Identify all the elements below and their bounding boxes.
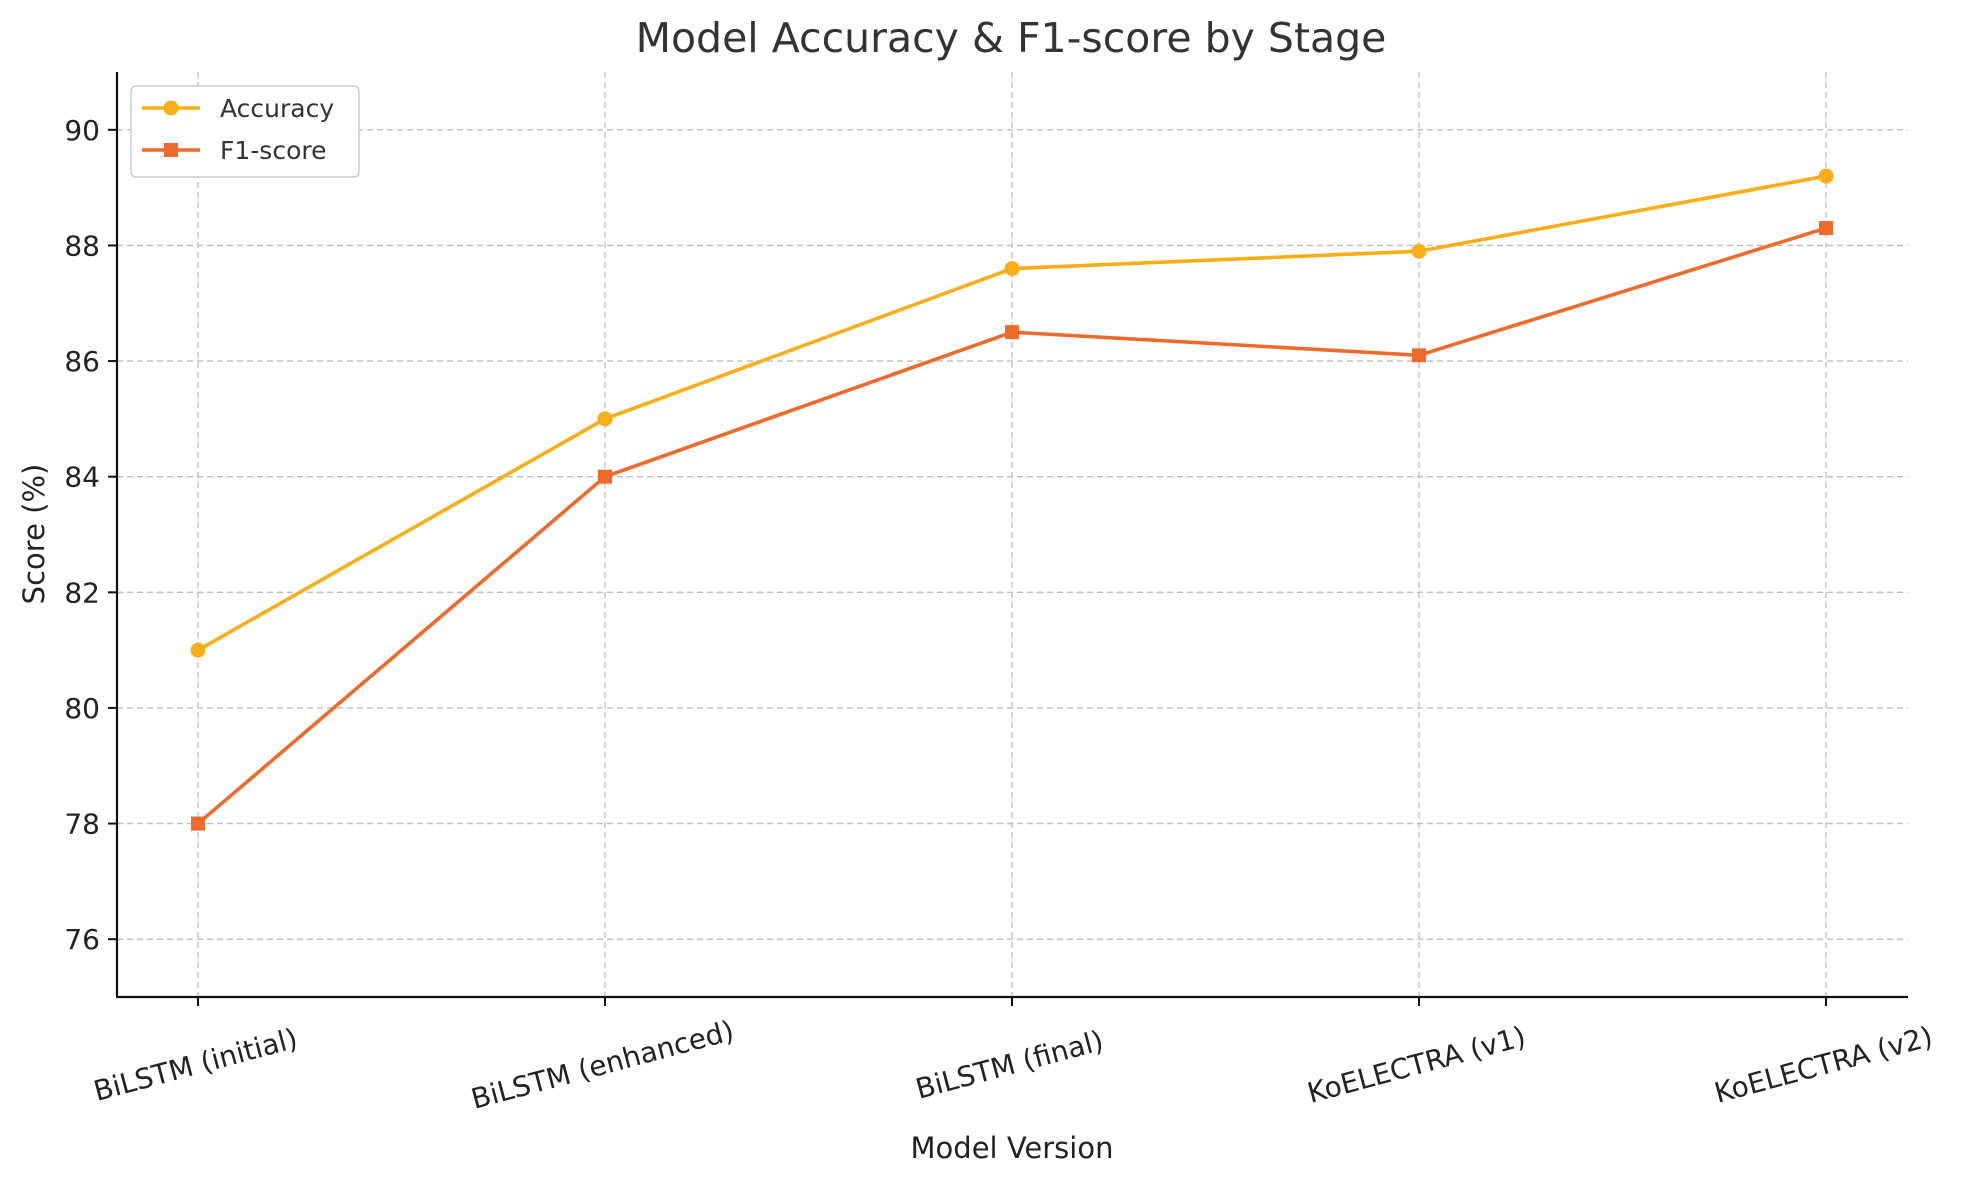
y-tick-label: 90 <box>64 114 100 147</box>
x-tick-label: BiLSTM (initial) <box>90 1022 301 1108</box>
chart-title: Model Accuracy & F1-score by Stage <box>636 14 1387 62</box>
data-point <box>1818 168 1834 184</box>
data-point <box>1411 243 1427 259</box>
data-point <box>1412 348 1426 363</box>
y-ticks: 76 78 80 82 84 86 88 90 <box>64 114 117 956</box>
legend-marker <box>164 143 178 157</box>
y-tick-label: 80 <box>64 692 100 725</box>
y-tick-label: 84 <box>64 461 100 494</box>
y-tick-label: 76 <box>64 923 100 956</box>
data-point <box>1005 325 1019 340</box>
legend-marker <box>163 100 179 116</box>
x-tick-label: BiLSTM (enhanced) <box>468 1014 738 1116</box>
x-tick-label: KoELECTRA (v2) <box>1711 1020 1936 1110</box>
x-ticks: BiLSTM (initial) BiLSTM (enhanced) BiLSTM … <box>90 997 1936 1116</box>
legend-label: Accuracy <box>220 94 334 123</box>
x-tick-label: BiLSTM (final) <box>912 1024 1107 1106</box>
x-axis-label: Model Version <box>911 1131 1114 1165</box>
data-point <box>190 642 206 658</box>
data-point <box>597 411 613 427</box>
y-axis-label: Score (%) <box>17 464 51 605</box>
x-tick-label: KoELECTRA (v1) <box>1304 1020 1529 1110</box>
grid <box>117 72 1908 997</box>
data-point <box>1004 261 1020 277</box>
y-tick-label: 82 <box>64 576 100 609</box>
y-tick-label: 86 <box>64 345 100 378</box>
legend-label: F1-score <box>220 136 326 165</box>
series-layer <box>190 168 1834 831</box>
data-point <box>598 469 612 484</box>
y-tick-label: 78 <box>64 808 100 841</box>
y-tick-label: 88 <box>64 229 100 262</box>
data-point <box>191 816 205 831</box>
legend: Accuracy F1-score <box>130 85 360 178</box>
data-point <box>1819 221 1833 236</box>
